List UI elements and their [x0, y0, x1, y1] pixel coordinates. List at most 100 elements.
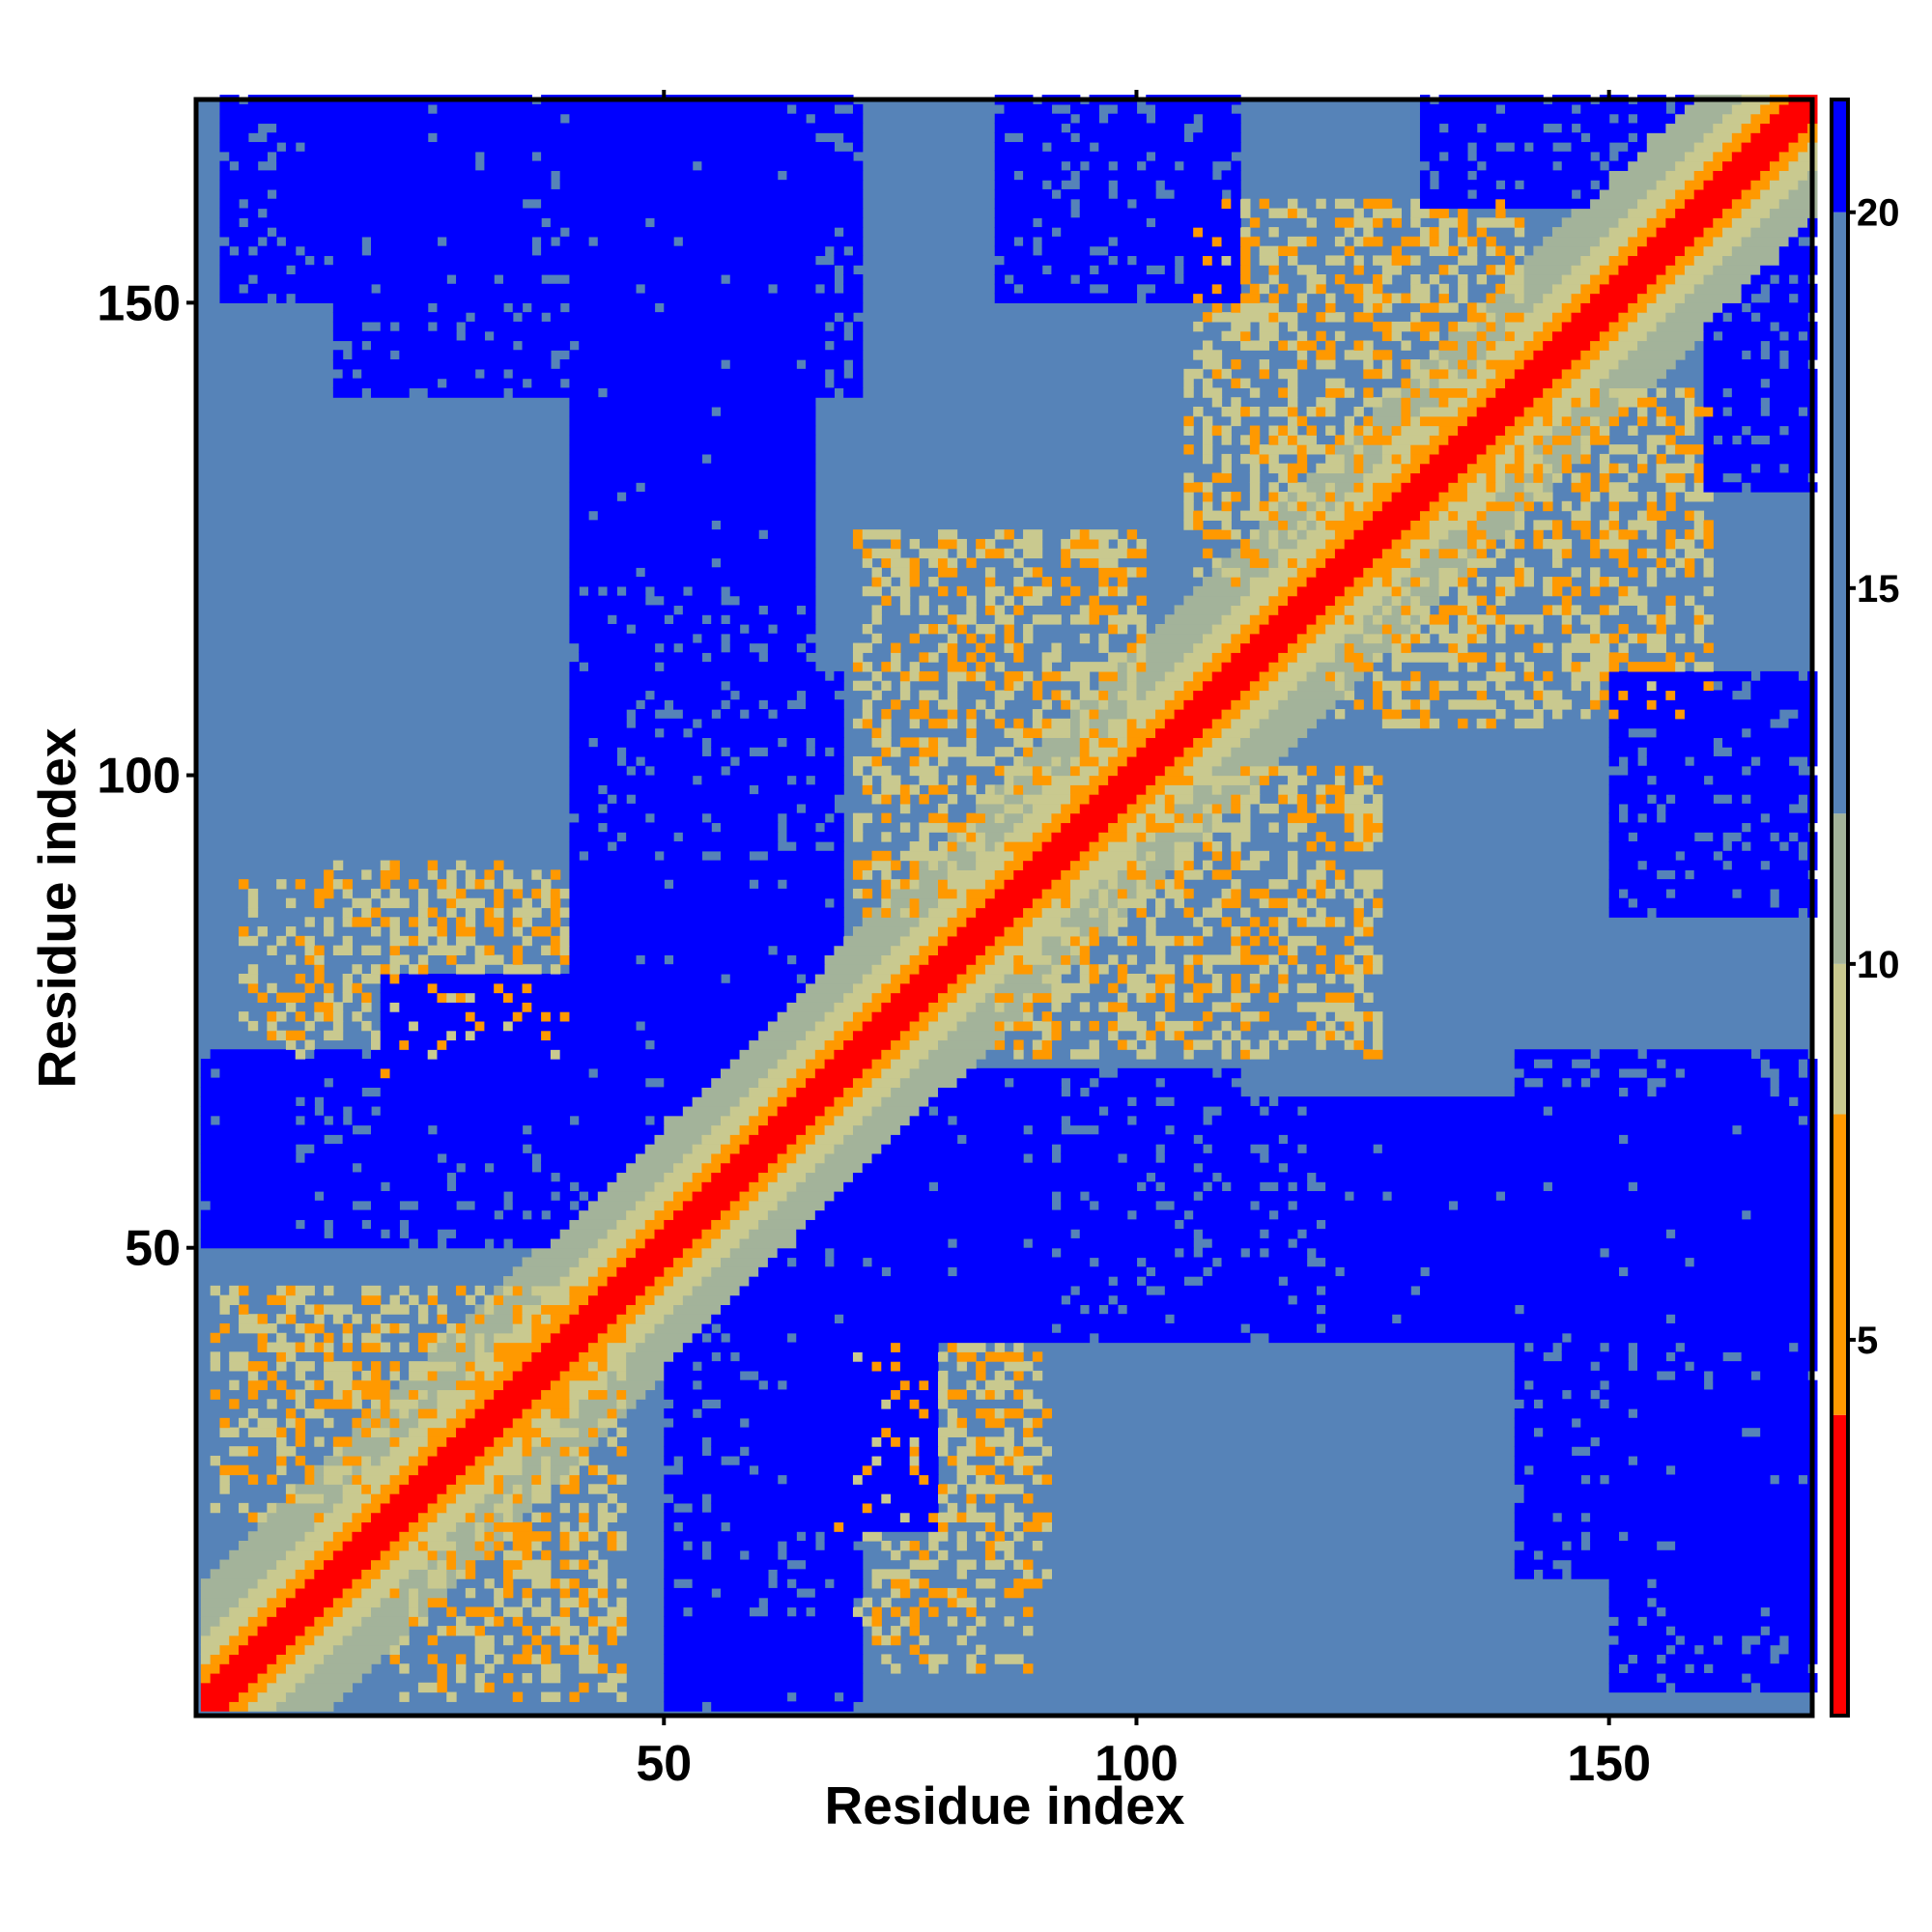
heatmap-cell: [1325, 1181, 1544, 1192]
heatmap-cell: [465, 1370, 476, 1381]
heatmap-cell: [1221, 198, 1232, 210]
heatmap-cell: [843, 265, 854, 275]
heatmap-cell: [1098, 709, 1128, 720]
heatmap-cell: [531, 1541, 542, 1551]
heatmap-cell: [1590, 415, 1601, 427]
heatmap-cell: [1231, 302, 1241, 313]
heatmap-cell: [1495, 198, 1506, 210]
heatmap-cell: [569, 1578, 580, 1589]
heatmap-cell: [257, 274, 447, 285]
heatmap-cell: [871, 1455, 882, 1466]
heatmap-cell: [720, 1162, 769, 1174]
heatmap-cell: [909, 1512, 929, 1523]
heatmap-cell: [1769, 1606, 1818, 1617]
heatmap-cell: [1136, 812, 1147, 824]
heatmap-cell: [1193, 406, 1204, 417]
heatmap-cell: [862, 709, 873, 720]
heatmap-cell: [502, 1587, 514, 1599]
heatmap-cell: [1608, 784, 1818, 795]
heatmap-cell: [729, 274, 835, 285]
heatmap-cell: [919, 747, 939, 757]
heatmap-cell: [1325, 803, 1346, 814]
heatmap-cell: [1665, 652, 1676, 663]
heatmap-cell: [295, 1682, 354, 1693]
heatmap-cell: [210, 1626, 240, 1636]
heatmap-cell: [332, 1446, 344, 1457]
heatmap-cell: [437, 879, 447, 890]
heatmap-cell: [380, 1030, 447, 1041]
heatmap-cell: [758, 784, 844, 795]
heatmap-cell: [276, 879, 287, 890]
heatmap-cell: [559, 1011, 571, 1022]
heatmap-cell: [767, 1606, 788, 1617]
heatmap-cell: [1325, 406, 1336, 417]
heatmap-cell: [1004, 623, 1014, 635]
heatmap-cell: [1476, 340, 1488, 351]
heatmap-cell: [579, 1115, 646, 1126]
heatmap-cell: [1288, 822, 1308, 833]
heatmap-cell: [852, 538, 864, 550]
heatmap-cell: [1041, 907, 1071, 918]
heatmap-cell: [474, 992, 504, 1003]
heatmap-cell: [984, 577, 996, 587]
heatmap-cell: [437, 888, 457, 899]
heatmap-cell: [881, 557, 892, 568]
heatmap-cell: [994, 869, 1014, 880]
heatmap-cell: [1580, 415, 1591, 427]
heatmap-cell: [673, 1191, 694, 1202]
heatmap-cell: [550, 1332, 599, 1344]
heatmap-cell: [276, 1672, 306, 1684]
heatmap-cell: [1731, 198, 1752, 210]
heatmap-cell: [1590, 680, 1601, 692]
heatmap-cell: [767, 1209, 816, 1220]
heatmap-cell: [1608, 652, 1629, 663]
heatmap-cell: [1079, 274, 1176, 285]
heatmap-cell: [1221, 453, 1232, 465]
heatmap-cell: [465, 321, 826, 332]
heatmap-cell: [1079, 208, 1241, 218]
heatmap-cell: [304, 982, 315, 994]
heatmap-cell: [512, 917, 524, 927]
heatmap-cell: [1211, 869, 1232, 880]
heatmap-cell: [1344, 425, 1355, 436]
heatmap-cell: [446, 1626, 457, 1636]
heatmap-cell: [1571, 605, 1581, 615]
heatmap-cell: [673, 1399, 703, 1409]
heatmap-cell: [1675, 425, 1686, 436]
heatmap-cell: [1041, 662, 1053, 672]
heatmap-cell: [342, 879, 354, 890]
heatmap-cell: [1599, 188, 1648, 200]
heatmap-cell: [1363, 765, 1374, 777]
heatmap-cell: [654, 765, 722, 777]
heatmap-cell: [1656, 680, 1705, 692]
heatmap-cell: [711, 1436, 873, 1447]
heatmap-cell: [352, 1474, 362, 1485]
heatmap-cell: [1590, 425, 1601, 436]
heatmap-cell: [446, 1691, 457, 1702]
heatmap-cell: [1278, 926, 1289, 937]
heatmap-cell: [928, 907, 958, 918]
heatmap-cell: [1268, 614, 1317, 625]
heatmap-cell: [332, 387, 362, 398]
heatmap-cell: [1656, 1597, 1818, 1608]
heatmap-cell: [1703, 227, 1723, 238]
heatmap-cell: [1523, 577, 1534, 587]
heatmap-cell: [1146, 832, 1156, 842]
heatmap-cell: [1656, 1087, 1771, 1097]
heatmap-cell: [474, 1285, 485, 1296]
heatmap-cell: [1533, 520, 1553, 530]
heatmap-cell: [1069, 548, 1128, 559]
heatmap-cell: [1798, 180, 1818, 190]
heatmap-cell: [852, 1606, 864, 1617]
heatmap-cell: [332, 1020, 344, 1032]
heatmap-cell: [1410, 368, 1431, 380]
heatmap-cell: [1438, 236, 1449, 247]
heatmap-cell: [1373, 321, 1393, 332]
heatmap-cell: [1325, 453, 1346, 465]
heatmap-cell: [664, 1502, 674, 1514]
heatmap-cell: [285, 1417, 297, 1429]
heatmap-cell: [324, 1464, 354, 1476]
heatmap-cell: [928, 1020, 958, 1032]
heatmap-cell: [1183, 1247, 1194, 1259]
heatmap-cell: [947, 1616, 958, 1627]
